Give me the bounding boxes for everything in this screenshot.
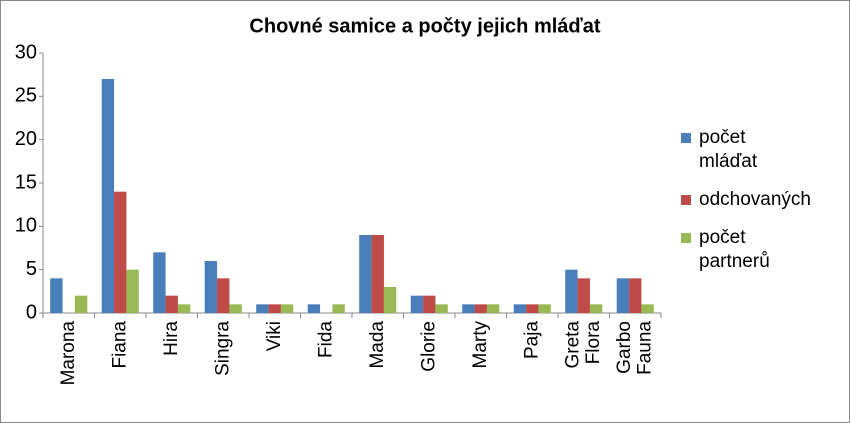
x-tick-label: GarboFauna	[614, 321, 656, 375]
bar	[565, 269, 578, 313]
bar	[101, 79, 115, 313]
legend: počet mláďat odchovaných počet partnerů	[681, 126, 831, 288]
y-tick-label: 30	[15, 41, 37, 63]
x-tick-label: GretaFlora	[562, 321, 604, 369]
y-tick-label: 10	[15, 215, 37, 237]
bar	[332, 304, 345, 313]
x-tick-label: Fida	[315, 321, 336, 358]
bar	[641, 304, 654, 313]
legend-item: odchovaných	[681, 188, 831, 212]
bar	[280, 304, 294, 313]
bar	[589, 304, 603, 313]
bar	[486, 304, 500, 313]
legend-label: počet mláďat	[699, 127, 758, 172]
y-tick-label: 5	[26, 258, 37, 280]
bar	[217, 278, 230, 313]
bar	[410, 295, 424, 313]
x-tick-label: Glorie	[418, 321, 439, 372]
bar	[435, 304, 448, 313]
bar	[629, 278, 642, 313]
bar	[474, 304, 487, 313]
x-tick-label: Viki	[264, 321, 285, 351]
bar	[256, 304, 269, 313]
x-tick-label: Mada	[367, 321, 388, 369]
x-tick-label-line: Fauna	[635, 321, 656, 375]
legend-item: počet partnerů	[681, 226, 831, 274]
x-tick-label: Singra	[212, 321, 233, 376]
bar	[371, 235, 384, 313]
bar	[268, 304, 281, 313]
bar	[526, 304, 539, 313]
bar	[616, 278, 630, 313]
bar	[577, 278, 590, 313]
chart-title: Chovné samice a počty jejich mláďat	[249, 15, 601, 37]
bar	[126, 269, 139, 313]
bar	[538, 304, 551, 313]
bar	[114, 191, 127, 313]
legend-item: počet mláďat	[681, 126, 831, 174]
x-tick-label-line: Greta	[562, 321, 583, 369]
y-tick-label: 0	[26, 301, 37, 323]
legend-swatch	[681, 195, 691, 205]
bar	[513, 304, 527, 313]
legend-label: počet partnerů	[699, 227, 770, 272]
x-tick-label: Hira	[161, 321, 182, 356]
bar	[177, 304, 191, 313]
legend-swatch	[681, 133, 691, 143]
bar	[423, 295, 436, 313]
bar	[229, 304, 242, 313]
x-tick-label: Fiana	[109, 321, 130, 369]
bar	[383, 287, 397, 313]
legend-label: odchovaných	[699, 189, 811, 210]
bar	[153, 252, 166, 313]
bar	[462, 304, 475, 313]
x-tick-label-line: Flora	[583, 321, 604, 365]
bar	[50, 278, 63, 313]
x-tick-label: Paja	[521, 321, 542, 359]
y-tick-label: 15	[15, 171, 37, 193]
bar	[165, 295, 178, 313]
bar	[359, 235, 372, 313]
bar	[307, 304, 321, 313]
y-tick-label: 25	[15, 85, 37, 107]
x-tick-label: Marty	[470, 321, 491, 369]
bar	[204, 261, 218, 313]
y-tick-label: 20	[15, 128, 37, 150]
x-tick-label-line: Garbo	[614, 321, 635, 374]
legend-swatch	[681, 233, 691, 243]
x-tick-label: Marona	[58, 321, 79, 386]
bar	[74, 295, 88, 313]
